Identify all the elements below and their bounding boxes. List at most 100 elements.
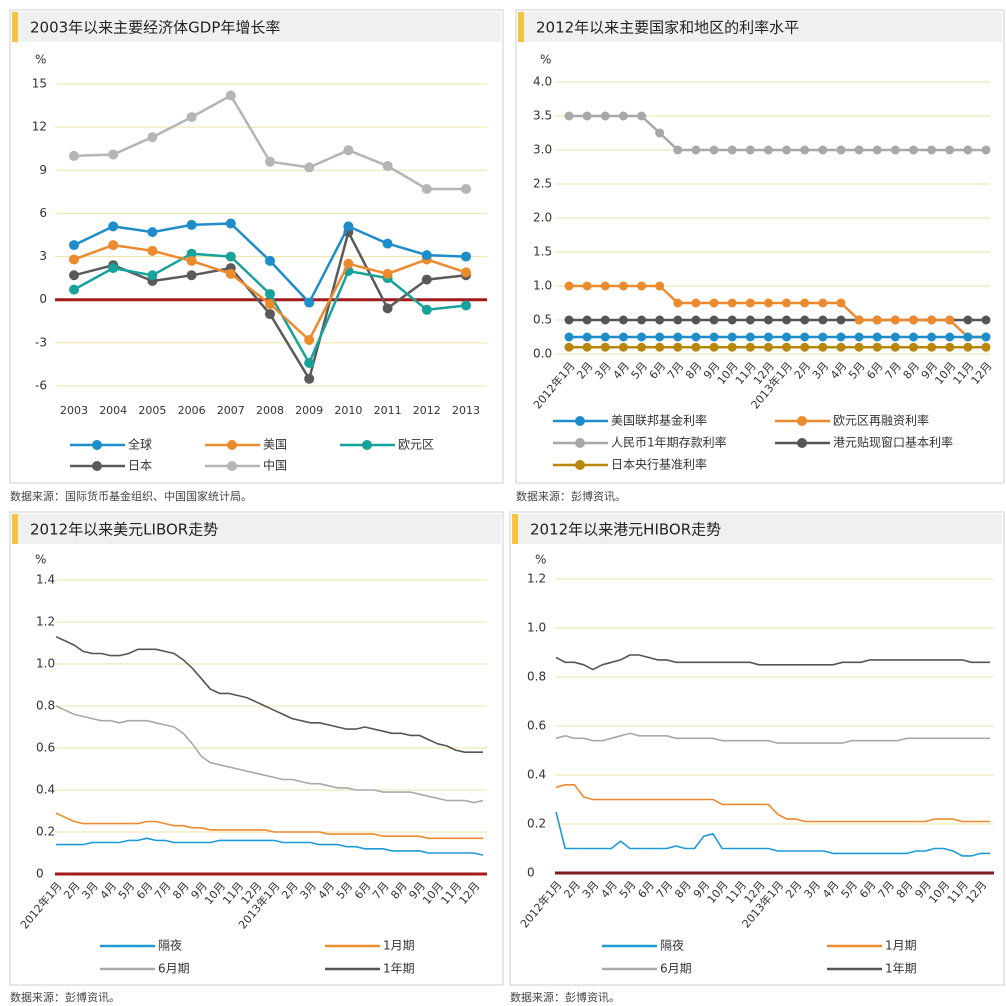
legend-label: 1年期 [383, 962, 415, 976]
data-point [818, 298, 828, 308]
data-point [709, 145, 719, 155]
data-point [908, 145, 918, 155]
legend-label: 人民币1年期存款利率 [611, 435, 727, 450]
data-point [225, 90, 236, 101]
series-line [55, 635, 483, 753]
series-line [56, 837, 484, 856]
data-point [265, 255, 275, 266]
y-tick-label: 3.5 [533, 109, 552, 123]
y-tick-label: 1.0 [527, 621, 546, 635]
y-tick-label: 0.6 [36, 741, 55, 755]
data-point [343, 221, 354, 232]
data-point [69, 240, 79, 251]
data-point [745, 298, 755, 308]
legend-label: 6月期 [660, 962, 692, 976]
data-point [709, 332, 719, 342]
data-point [147, 132, 158, 143]
data-point [782, 342, 792, 352]
data-point [304, 297, 315, 308]
data-point [600, 342, 610, 352]
data-point [963, 342, 973, 352]
data-point [618, 342, 628, 352]
y-tick-label: -6 [35, 379, 47, 393]
y-tick-label: 0.5 [533, 313, 552, 327]
data-point [225, 268, 236, 279]
y-tick-label: 1.2 [36, 615, 55, 629]
data-point [691, 332, 701, 342]
data-point [745, 342, 755, 352]
data-point [618, 281, 628, 291]
y-unit: % [35, 53, 46, 67]
series-line [55, 705, 484, 804]
data-point [421, 304, 432, 315]
data-point [382, 160, 393, 171]
series-line [555, 654, 990, 671]
data-point [818, 315, 828, 325]
data-point [800, 342, 810, 352]
data-point [186, 248, 197, 259]
data-point [890, 145, 900, 155]
y-tick-label: 12 [32, 120, 47, 134]
panel [515, 9, 1005, 484]
data-point [461, 300, 471, 311]
data-point [147, 245, 158, 256]
data-point [963, 315, 973, 325]
legend-label: 中国 [263, 458, 287, 473]
data-point [709, 315, 719, 325]
data-point [981, 145, 991, 155]
y-tick-label: 3.0 [533, 143, 552, 157]
x-tick-label: 2007 [217, 404, 245, 417]
x-tick-label: 2005 [138, 404, 166, 417]
series-line [555, 784, 990, 823]
data-point [763, 315, 773, 325]
data-point [147, 270, 158, 281]
y-tick-label: 0.4 [36, 783, 55, 797]
data-point [854, 315, 864, 325]
data-point [582, 315, 592, 325]
data-point [927, 315, 937, 325]
x-tick-label: 2013 [452, 404, 480, 417]
data-point [304, 334, 315, 345]
data-point [818, 145, 828, 155]
legend-label: 1月期 [383, 939, 415, 953]
data-point [927, 145, 937, 155]
x-tick-label: 2009 [295, 404, 323, 417]
legend-label: 隔夜 [660, 938, 684, 953]
data-point [763, 342, 773, 352]
data-point [963, 145, 973, 155]
data-point [421, 274, 432, 285]
data-point [69, 254, 79, 265]
y-tick-label: 0 [36, 867, 44, 881]
x-tick-label: 2010 [334, 404, 362, 417]
data-point [382, 268, 393, 279]
legend-label: 隔夜 [158, 938, 182, 953]
y-tick-label: 4.0 [533, 75, 552, 89]
data-point [600, 111, 610, 121]
data-point [800, 298, 810, 308]
data-point [782, 315, 792, 325]
data-point [745, 315, 755, 325]
data-point [637, 342, 647, 352]
data-point [618, 315, 628, 325]
chart-title: 2012年以来主要国家和地区的利率水平 [536, 19, 799, 37]
x-tick-label: 2011 [374, 404, 402, 417]
data-point [265, 309, 275, 320]
x-tick-label: 2006 [178, 404, 206, 417]
y-tick-label: 0.2 [527, 817, 546, 831]
data-point [963, 332, 973, 342]
data-point [343, 145, 354, 156]
legend-marker [575, 416, 585, 426]
data-point [691, 145, 701, 155]
data-point [981, 342, 991, 352]
data-point [872, 145, 882, 155]
data-point [908, 332, 918, 342]
data-point [69, 284, 79, 295]
x-tick-label: 2008 [256, 404, 284, 417]
chart-title: 2003年以来主要经济体GDP年增长率 [30, 19, 280, 37]
y-tick-label: 0 [39, 292, 47, 306]
legend-label: 1月期 [885, 939, 917, 953]
data-point [265, 156, 275, 167]
data-point [890, 342, 900, 352]
data-point [225, 251, 236, 262]
data-point [108, 263, 119, 274]
